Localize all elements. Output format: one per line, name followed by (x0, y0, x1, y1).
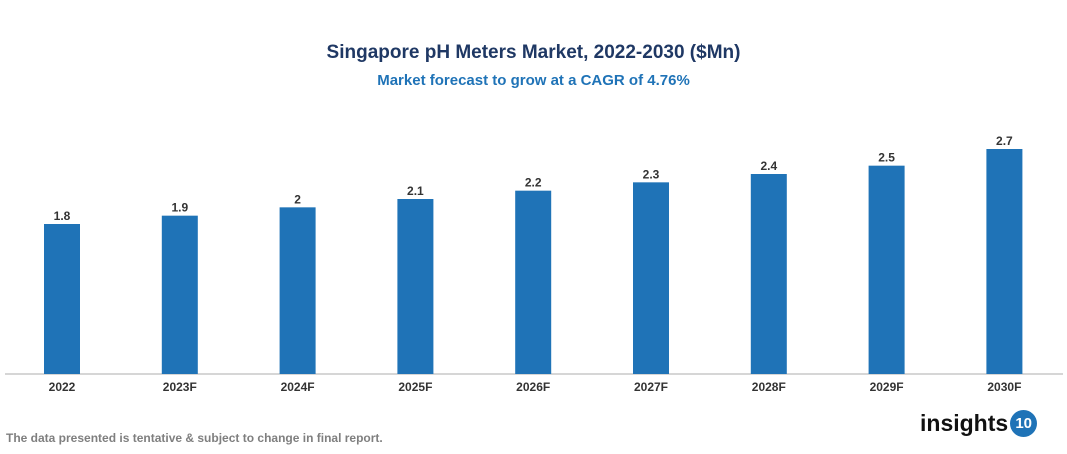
x-tick-label: 2023F (163, 380, 197, 394)
insights10-logo: insights 10 (920, 410, 1038, 437)
chart-title: Singapore pH Meters Market, 2022-2030 ($… (326, 42, 741, 63)
bar-2025F (397, 199, 434, 374)
logo-text: insights (920, 410, 1009, 436)
bar-2026F (515, 190, 552, 374)
data-label: 1.8 (54, 209, 71, 223)
x-tick-label: 2026F (516, 380, 550, 394)
data-label: 2.3 (643, 167, 660, 181)
chart-subtitle: Market forecast to grow at a CAGR of 4.7… (377, 72, 690, 89)
x-tick-label: 2030F (987, 380, 1021, 394)
bar-2028F (750, 174, 787, 374)
data-label: 2.7 (996, 134, 1013, 148)
x-tick-label: 2029F (870, 380, 904, 394)
logo-badge: 10 (1010, 410, 1038, 437)
data-label: 2.1 (407, 184, 424, 198)
x-tick-label: 2028F (752, 380, 786, 394)
bar-2023F (161, 215, 198, 374)
x-tick-label: 2025F (398, 380, 432, 394)
data-label: 2.5 (878, 151, 895, 165)
data-label: 2.4 (760, 159, 777, 173)
x-tick-label: 2022 (49, 380, 76, 394)
data-label: 2 (294, 192, 301, 206)
footnote: The data presented is tentative & subjec… (6, 431, 383, 445)
bar-2027F (633, 182, 669, 374)
bar-2024F (279, 207, 316, 374)
bar-2029F (868, 165, 905, 374)
bar-2030F (986, 149, 1023, 374)
x-tick-label: 2024F (281, 380, 315, 394)
x-tick-label: 2027F (634, 380, 668, 394)
data-label: 2.2 (525, 176, 542, 190)
data-label: 1.9 (171, 201, 188, 215)
bar-2022 (44, 224, 80, 374)
